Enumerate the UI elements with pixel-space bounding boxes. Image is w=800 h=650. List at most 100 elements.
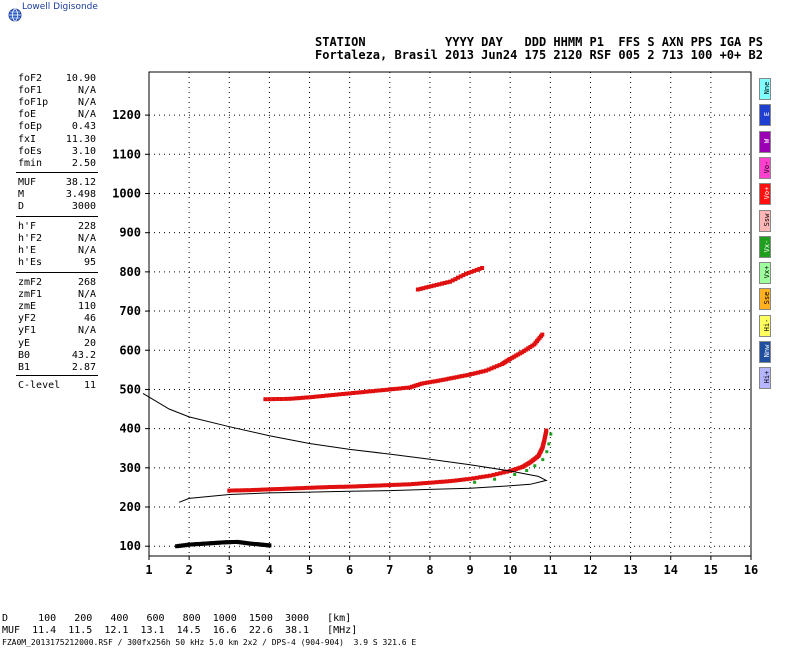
echo-point (277, 487, 282, 491)
echo-point (468, 372, 473, 377)
echo-point (438, 479, 442, 484)
param-value: N/A (77, 245, 96, 257)
x-tick-label: 10 (503, 563, 517, 577)
param-row-foe: foE N/A (18, 109, 96, 121)
echo-point (310, 395, 315, 399)
echo-point (330, 485, 335, 489)
param-name: D (18, 201, 25, 213)
echo-point (429, 284, 434, 289)
echo-point (477, 266, 482, 271)
echo-point (423, 285, 428, 290)
echo-point (441, 377, 446, 382)
echo-point (452, 375, 456, 380)
echo-point (279, 397, 284, 401)
echo-point (491, 472, 496, 477)
echo-point (431, 480, 436, 485)
echo-point (522, 348, 527, 353)
param-row-hf2: h'F2 N/A (18, 233, 96, 245)
y-tick-label: 1000 (112, 186, 141, 200)
echo-point (267, 487, 272, 492)
echo-point (421, 481, 426, 486)
echo-point-green (547, 442, 551, 446)
echo-point (442, 281, 447, 285)
y-tick-label: 300 (119, 461, 141, 475)
echo-point (504, 469, 509, 474)
legend-label: Vx+ (763, 265, 771, 279)
echo-point (440, 281, 444, 286)
echo-point (437, 282, 442, 287)
echo-point (460, 374, 464, 379)
echo-point (270, 487, 275, 492)
echo-point (494, 364, 499, 369)
x-tick-label: 2 (186, 563, 193, 577)
echo-point (341, 392, 345, 396)
echo-point (453, 277, 458, 282)
echo-point (418, 286, 423, 291)
legend-label: Sse (763, 292, 771, 305)
x-tick-label: 16 (744, 563, 758, 577)
echo-point (324, 393, 329, 398)
legend-item-sse: Sse (759, 288, 771, 311)
echo-point (470, 371, 475, 376)
echo-point (310, 485, 315, 490)
echo-point (387, 387, 392, 392)
echo-point (397, 482, 402, 487)
legend-item-vo-minus: Vo- (759, 156, 771, 179)
echo-point (290, 486, 295, 491)
param-row-zmf2: zmF2 268 (18, 277, 96, 289)
echo-point (394, 482, 399, 487)
x-tick-label: 4 (266, 563, 273, 577)
echo-point (448, 279, 452, 284)
echo-point (263, 397, 268, 402)
echo-point (271, 397, 276, 402)
echo-point (234, 488, 238, 493)
echo-point (494, 472, 499, 477)
param-name: foF1 (18, 85, 43, 97)
param-name: h'F (18, 221, 37, 232)
echo-point (473, 371, 478, 376)
panel-separator (16, 216, 98, 217)
echo-point (458, 274, 463, 279)
echo-point (544, 428, 549, 433)
param-name: h'F2 (18, 233, 43, 245)
globe-icon (8, 8, 22, 22)
echo-point (344, 484, 349, 489)
panel-separator (16, 172, 98, 173)
echo-point (401, 482, 406, 487)
echo-point (540, 332, 545, 337)
echo-point-green (525, 469, 529, 472)
param-row-fmin: fmin 2.50 (18, 158, 96, 170)
echo-point (300, 486, 305, 491)
param-name: yF2 (18, 313, 37, 325)
echo-point (347, 484, 352, 489)
legend-label: Hi+ (763, 370, 771, 384)
echo-point (247, 488, 252, 493)
echo-point (434, 480, 439, 485)
echo-point (347, 391, 352, 396)
x-tick-label: 12 (583, 563, 597, 577)
echo-point (427, 480, 432, 485)
legend-item-vo-plus: Vo+ (759, 183, 771, 206)
echo-point (284, 486, 289, 491)
echo-point (294, 396, 299, 401)
echo-point (448, 479, 452, 484)
echo-point (357, 484, 362, 489)
echo-point (484, 474, 489, 479)
y-tick-label: 500 (119, 382, 141, 396)
echo-point (445, 280, 450, 285)
param-name: B1 (18, 361, 31, 373)
param-row-m: M 3.498 (18, 189, 96, 201)
x-tick-label: 9 (466, 563, 473, 577)
echo-point (474, 267, 479, 272)
legend-item-nnw: Nnw (759, 341, 771, 363)
echo-point (414, 481, 419, 486)
param-value: 0.43 (71, 121, 96, 133)
echo-point (431, 283, 436, 288)
plot-frame (148, 71, 752, 557)
y-tick-label: 600 (119, 343, 141, 357)
echo-point (374, 483, 379, 488)
echo-point-green (513, 473, 517, 476)
param-name: foEs (18, 145, 43, 157)
echo-point (444, 479, 449, 484)
echo-point (283, 396, 288, 401)
